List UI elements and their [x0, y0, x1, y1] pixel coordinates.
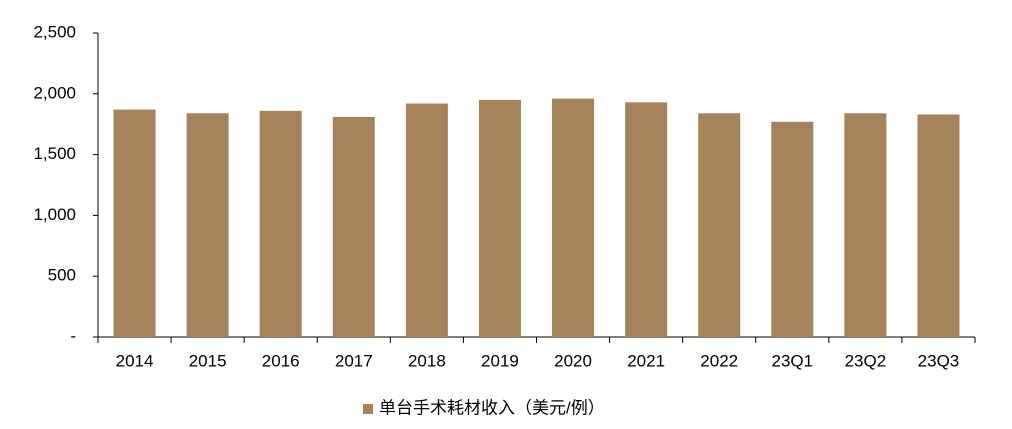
- x-tick-label: 23Q2: [845, 351, 887, 370]
- bar: [405, 103, 448, 337]
- legend-swatch: [363, 404, 373, 414]
- x-tick-label: 2018: [408, 351, 446, 370]
- y-tick-label: 2,500: [33, 22, 76, 41]
- x-tick-label: 2016: [262, 351, 300, 370]
- legend-label: 单台手术耗材收入（美元/例）: [379, 398, 605, 417]
- bar: [259, 110, 302, 337]
- x-tick-label: 23Q3: [918, 351, 960, 370]
- bar: [552, 98, 595, 337]
- y-tick-label: -: [70, 326, 76, 345]
- bar: [478, 99, 521, 337]
- x-tick-label: 2022: [700, 351, 738, 370]
- x-tick-label: 2021: [627, 351, 665, 370]
- x-tick-label: 2019: [481, 351, 519, 370]
- bar: [917, 114, 960, 337]
- x-tick-label: 2014: [116, 351, 154, 370]
- x-tick-label: 23Q1: [771, 351, 813, 370]
- x-tick-label: 2015: [189, 351, 227, 370]
- x-tick-label: 2020: [554, 351, 592, 370]
- bar: [625, 102, 668, 337]
- y-tick-label: 1,500: [33, 144, 76, 163]
- x-tick-label: 2017: [335, 351, 373, 370]
- bar: [844, 113, 887, 337]
- bar: [332, 116, 375, 338]
- bar: [113, 109, 156, 337]
- bar: [771, 121, 814, 337]
- y-tick-label: 1,000: [33, 205, 76, 224]
- bar: [186, 113, 229, 337]
- y-tick-label: 500: [48, 266, 76, 285]
- y-tick-label: 2,000: [33, 83, 76, 102]
- bar: [698, 113, 741, 337]
